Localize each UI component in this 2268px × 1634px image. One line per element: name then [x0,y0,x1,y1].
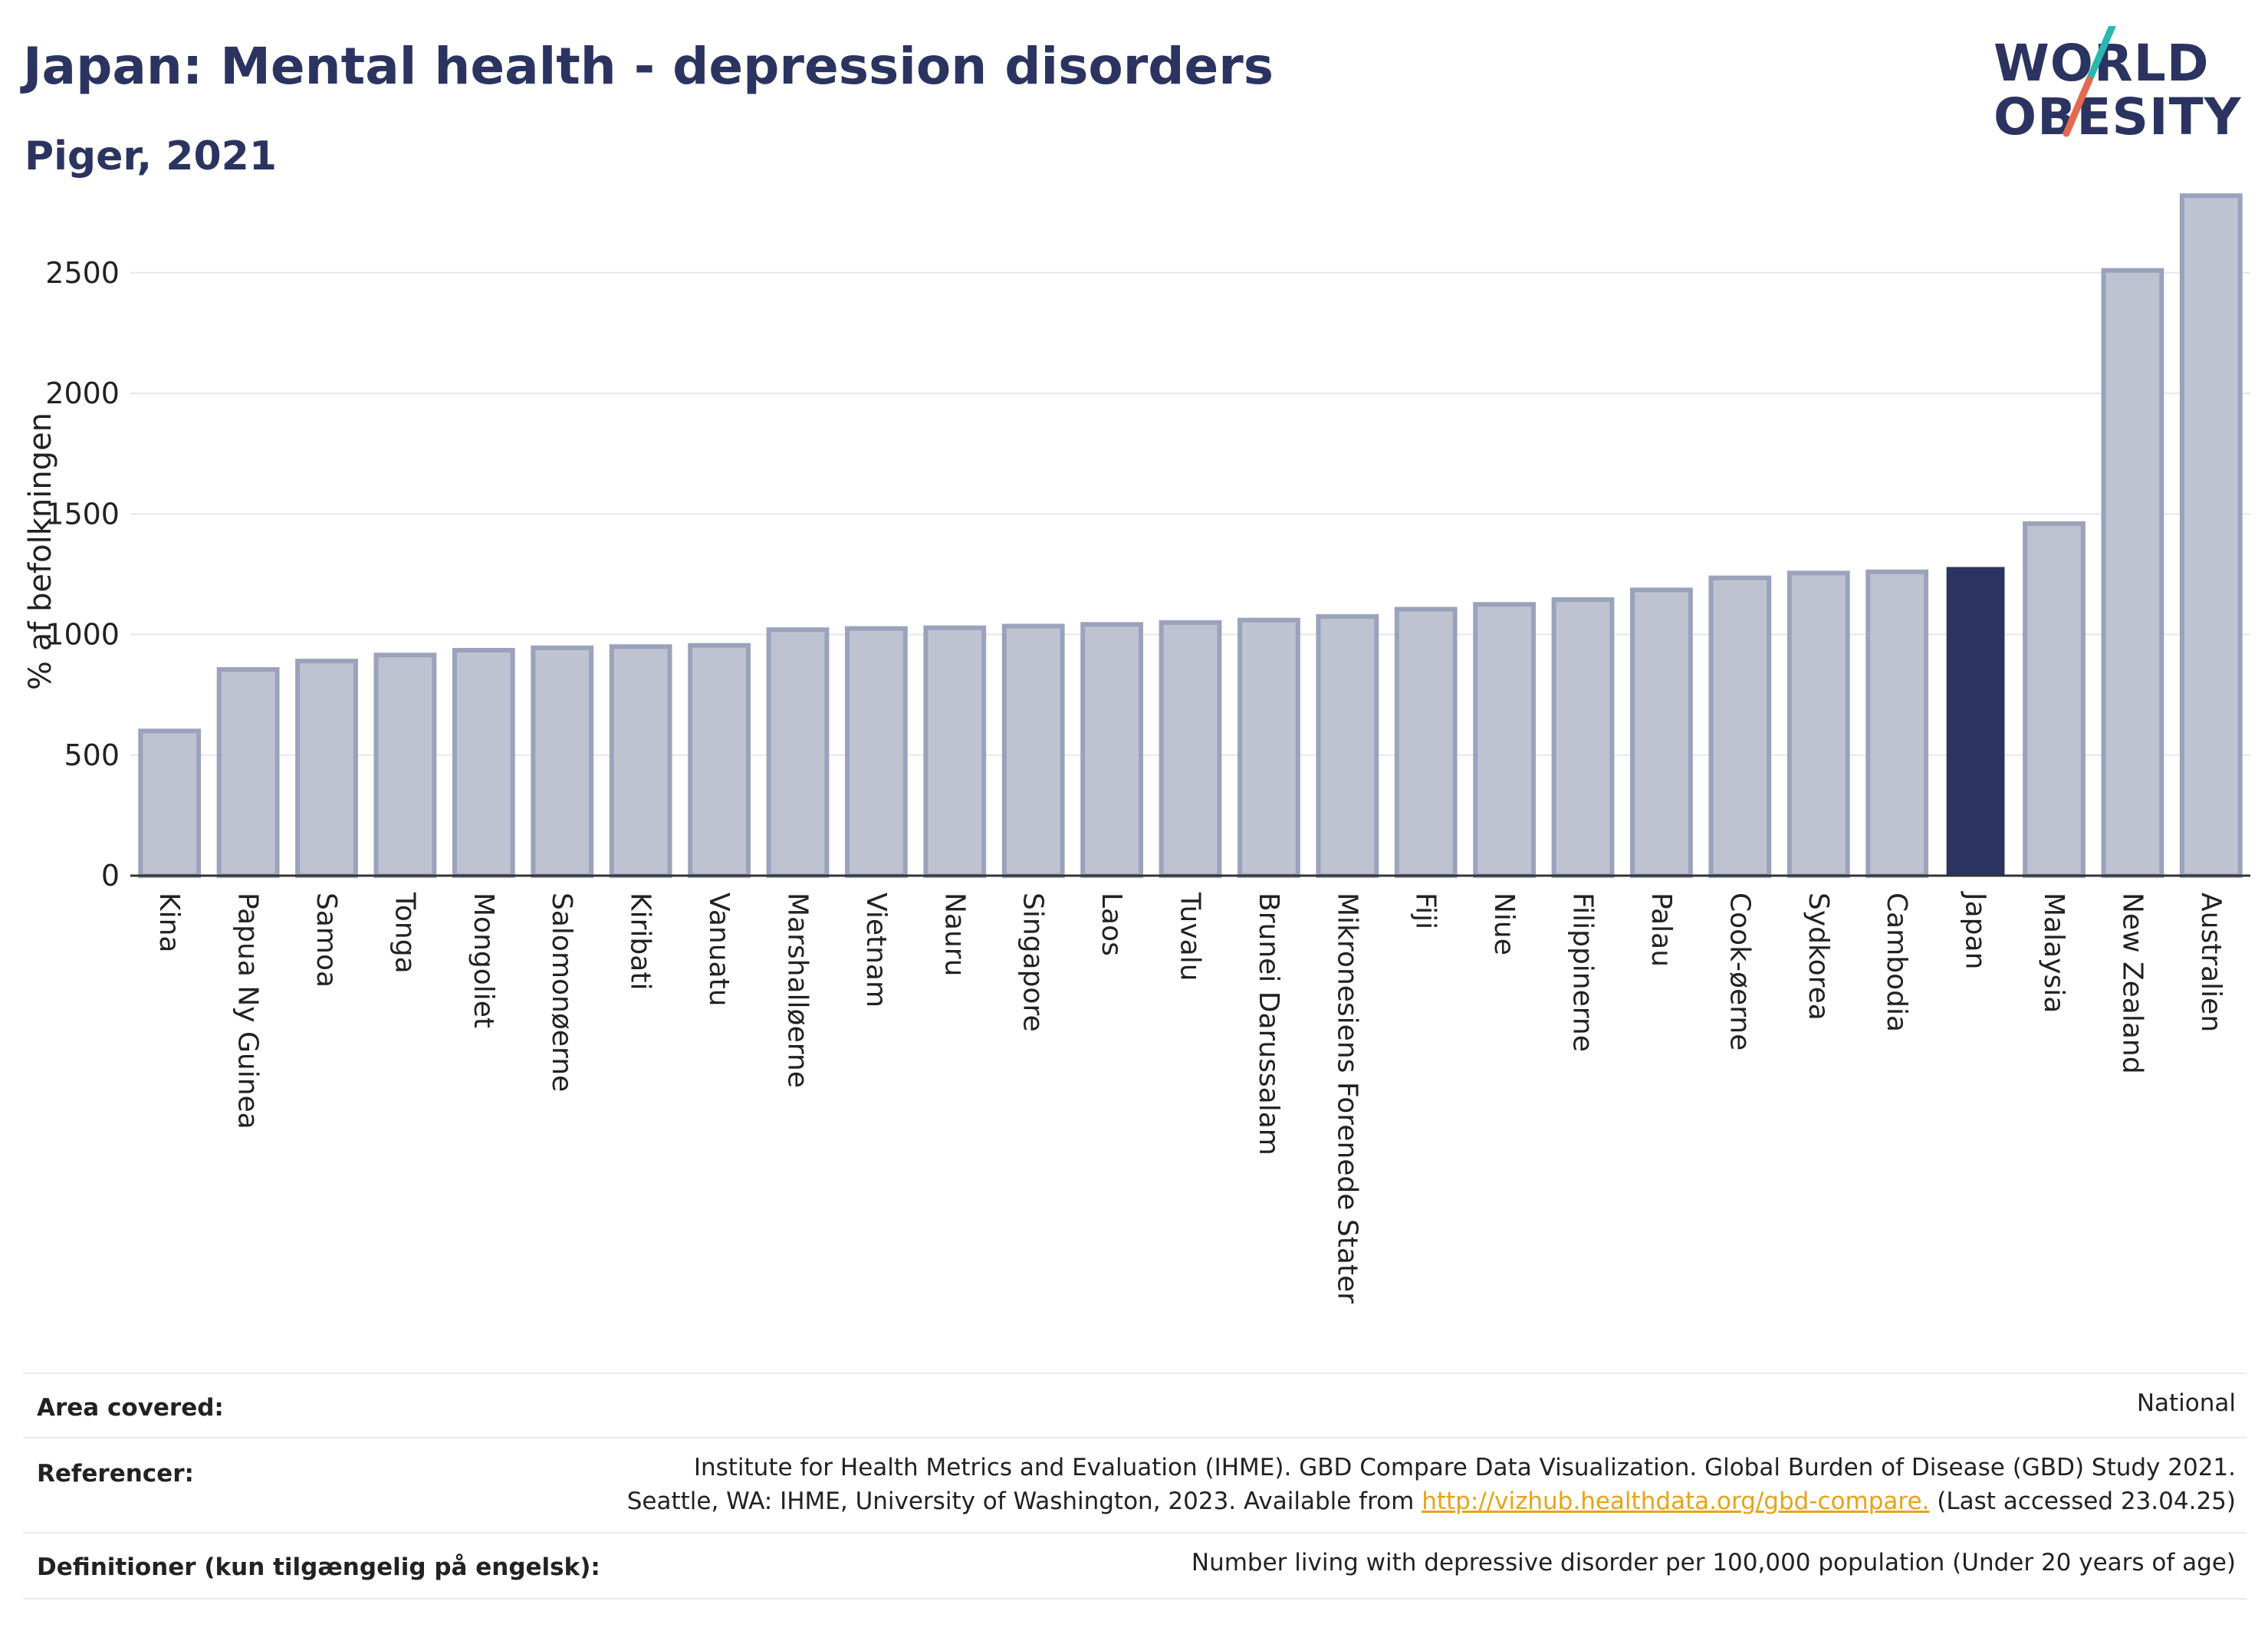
bar [2179,193,2243,878]
x-tick-label: Papua Ny Guinea [232,893,264,1129]
bar [1159,620,1222,878]
logo-slash-icon [2063,26,2116,137]
x-tick-label: Fiji [1410,893,1441,929]
x-tick-label: Tonga [389,892,420,974]
meta-row-area: Area covered: National [23,1373,2247,1438]
bar [1551,597,1615,878]
x-tick-label: Filippinerne [1567,893,1599,1052]
bar [2023,521,2086,878]
references-link[interactable]: http://vizhub.healthdata.org/gbd-compare… [1422,1488,1930,1515]
bar [923,625,987,878]
bar [531,645,594,878]
y-tick-label: 2000 [45,376,120,410]
page-title: Japan: Mental health - depression disord… [23,37,1274,96]
references-accessed: (Last accessed 23.04.25) [1929,1488,2236,1515]
x-tick-label: Mikronesiens Forenede Stater [1331,893,1362,1304]
x-tick-label: Kiribati [625,893,656,990]
bar [1708,575,1772,878]
x-tick-label: Cambodia [1881,893,1912,1032]
bar [688,643,751,878]
references-line-2-text: Seattle, WA: IHME, University of Washing… [626,1488,1422,1515]
references-line-1: Institute for Health Metrics and Evaluat… [693,1454,2236,1481]
x-tick-label: Niue [1488,893,1520,955]
x-tick-label: Singapore [1017,893,1049,1032]
references-label: Referencer: [37,1460,194,1488]
page-subtitle: Piger, 2021 [25,133,278,179]
x-tick-label: Nauru [938,893,970,976]
y-tick-label: 2500 [45,256,120,290]
world-obesity-logo: WORLD OBESITY [1994,26,2247,164]
logo-word-1: WORLD [1994,34,2210,93]
logo-word-2: OBESITY [1994,87,2242,146]
x-tick-label: Vanuatu [703,893,735,1007]
x-tick-label: Marshalløerne [781,893,813,1088]
bar [1473,602,1537,878]
bar [1630,587,1693,879]
bar [295,659,358,878]
bar [1865,569,1929,878]
x-tick-label: Malaysia [2038,893,2069,1013]
x-tick-label: Salomonøerne [546,893,577,1092]
bar [1238,617,1300,878]
bar [1316,613,1379,878]
references-value: Institute for Health Metrics and Evaluat… [627,1451,2236,1518]
y-tick-label: 500 [64,738,120,772]
x-tick-label: Palau [1645,893,1677,967]
x-tick-label: Brunei Darussalam [1253,893,1284,1156]
bar [766,627,830,878]
y-tick-label: 0 [101,859,120,893]
area-covered-value: National [2136,1389,2236,1417]
x-tick-label: Laos [1096,893,1127,956]
bar [216,667,280,878]
bar [1946,567,2005,876]
x-tick-label: Australien [2195,893,2227,1032]
bar [2101,268,2164,879]
bar [138,728,202,879]
bar [1080,622,1143,878]
bar [452,647,515,878]
definitions-label: Definitioner (kun tilgængelig på engelsk… [37,1553,600,1581]
bar [1786,570,1850,879]
bar [844,626,908,878]
meta-row-definitions: Definitioner (kun tilgængelig på engelsk… [23,1532,2247,1599]
bar [609,644,672,878]
meta-row-references: Referencer: Institute for Health Metrics… [23,1437,2247,1534]
x-tick-label: Kina [153,893,185,953]
x-tick-label: Tuvalu [1175,892,1206,981]
bar [1001,623,1065,878]
x-tick-label: Cook-øerne [1724,893,1755,1050]
y-tick-label: 1500 [45,497,120,531]
y-tick-label: 1000 [45,618,120,652]
bar [1394,607,1458,879]
references-line-2: Seattle, WA: IHME, University of Washing… [627,1484,2236,1518]
x-tick-label: Japan [1960,891,1991,969]
x-tick-label: Mongoliet [468,893,499,1028]
bar-chart: 0 500 1000 1500 2000 2500 Kina Papua Ny Guinea S… [45,193,2250,1304]
x-tick-label: Sydkorea [1803,893,1834,1021]
area-covered-label: Area covered: [37,1394,224,1422]
x-tick-label: Samoa [311,893,342,988]
x-tick-label: New Zealand [2116,893,2148,1074]
definitions-value: Number living with depressive disorder p… [1191,1549,2236,1576]
x-tick-label: Vietnam [860,893,892,1008]
bar [373,653,437,878]
